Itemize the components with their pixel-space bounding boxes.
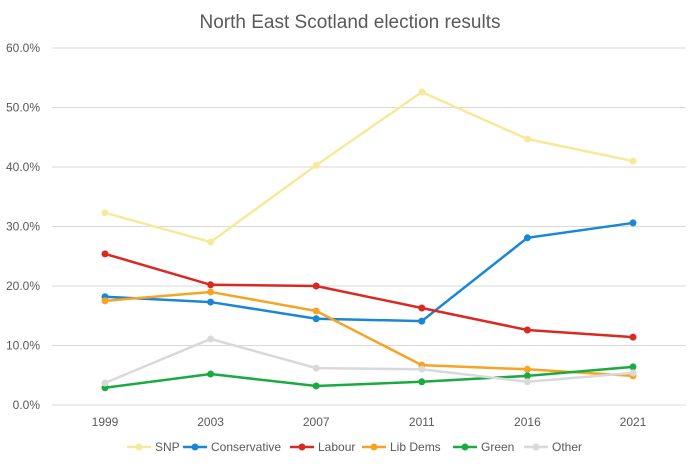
data-point (523, 372, 531, 380)
x-tick-label: 2021 (620, 415, 647, 429)
data-point (101, 297, 109, 305)
data-point (312, 282, 320, 290)
chart-title: North East Scotland election results (200, 12, 501, 33)
x-tick-label: 2016 (514, 415, 541, 429)
data-point (312, 382, 320, 390)
series-line-labour (104, 252, 634, 339)
data-point (312, 161, 320, 169)
data-point (629, 157, 637, 165)
legend-label: Conservative (211, 440, 281, 454)
legend-marker (532, 443, 540, 451)
legend-marker (461, 443, 469, 451)
legend-marker (370, 443, 378, 451)
y-tick-label: 60.0% (6, 41, 40, 55)
legend-marker (298, 443, 306, 451)
data-point (523, 234, 531, 242)
legend-label: Lib Dems (390, 440, 441, 454)
data-point (207, 370, 215, 378)
legend-label: Other (552, 440, 582, 454)
legend-label: Green (481, 440, 514, 454)
data-point (629, 333, 637, 341)
data-point (207, 281, 215, 289)
data-point (312, 307, 320, 315)
y-tick-label: 0.0% (13, 398, 41, 412)
y-tick-label: 50.0% (6, 101, 40, 115)
data-point (629, 363, 637, 371)
legend-marker (135, 443, 143, 451)
data-point (418, 365, 426, 373)
series-line-conservative (104, 221, 634, 323)
series-line-lib-dems (104, 290, 634, 378)
data-point (523, 378, 531, 386)
x-tick-label: 1999 (92, 415, 119, 429)
x-tick-label: 2003 (197, 415, 224, 429)
data-point (312, 315, 320, 323)
data-point (523, 135, 531, 143)
data-point (207, 288, 215, 296)
data-point (418, 304, 426, 312)
y-tick-label: 20.0% (6, 279, 40, 293)
x-tick-label: 2007 (303, 415, 330, 429)
series-line-green (104, 365, 634, 389)
data-point (101, 209, 109, 217)
data-point (418, 378, 426, 386)
data-point (207, 238, 215, 246)
data-point (101, 379, 109, 387)
y-tick-label: 30.0% (6, 220, 40, 234)
series-line-other (104, 337, 634, 385)
series-line-snp (104, 90, 634, 244)
y-tick-label: 10.0% (6, 339, 40, 353)
data-point (418, 88, 426, 96)
data-point (207, 298, 215, 306)
y-tick-label: 40.0% (6, 160, 40, 174)
data-point (418, 317, 426, 325)
legend-label: SNP (155, 440, 180, 454)
data-point (207, 335, 215, 343)
data-point (101, 250, 109, 258)
data-point (312, 364, 320, 372)
x-tick-label: 2011 (409, 415, 435, 429)
legend-marker (191, 443, 199, 451)
data-point (523, 326, 531, 334)
legend-label: Labour (318, 440, 355, 454)
data-point (629, 219, 637, 227)
data-point (629, 369, 637, 377)
data-point (523, 365, 531, 373)
